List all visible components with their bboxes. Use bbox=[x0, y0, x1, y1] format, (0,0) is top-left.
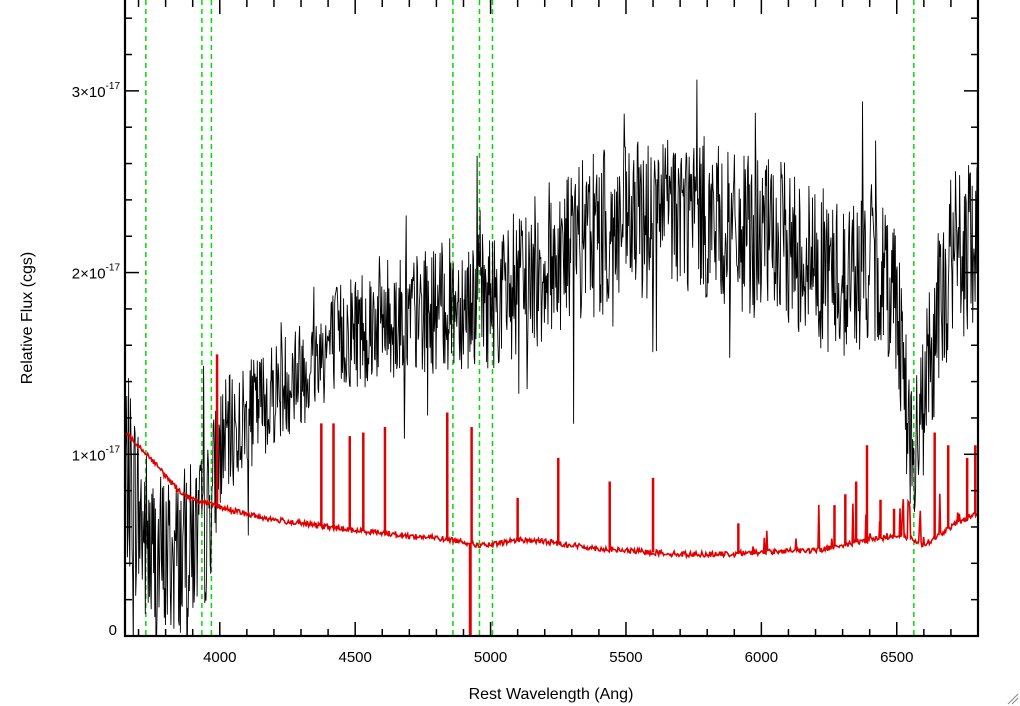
plot-axes bbox=[123, 0, 980, 638]
x-tick-label: 6000 bbox=[745, 649, 778, 666]
x-tick-label: 5000 bbox=[474, 649, 507, 666]
y-tick-label: 3×10-17 bbox=[72, 81, 121, 101]
x-tick-label: 4000 bbox=[203, 649, 236, 666]
x-tick-labels: 4000 4500 5000 5500 6000 6500 bbox=[203, 649, 913, 666]
y-axis-title: Relative Flux (cgs) bbox=[19, 252, 36, 384]
y-tick-label: 2×10-17 bbox=[72, 263, 121, 283]
x-tick-label: 5500 bbox=[609, 649, 642, 666]
y-tick-labels: 0 1×10-17 2×10-17 3×10-17 bbox=[72, 81, 121, 639]
plot-frame bbox=[123, 0, 980, 638]
x-tick-label: 6500 bbox=[880, 649, 913, 666]
model-spectrum bbox=[125, 354, 978, 636]
y-tick-label: 1×10-17 bbox=[72, 444, 121, 464]
x-tick-label: 4500 bbox=[338, 649, 371, 666]
observed-spectrum-line bbox=[125, 79, 978, 636]
x-axis-title: Rest Wavelength (Ang) bbox=[469, 686, 634, 703]
observed-spectrum bbox=[125, 79, 978, 636]
y-tick-label: 0 bbox=[109, 622, 117, 639]
resize-grip-icon[interactable] bbox=[1007, 693, 1019, 705]
model-spectrum-line bbox=[125, 431, 978, 560]
